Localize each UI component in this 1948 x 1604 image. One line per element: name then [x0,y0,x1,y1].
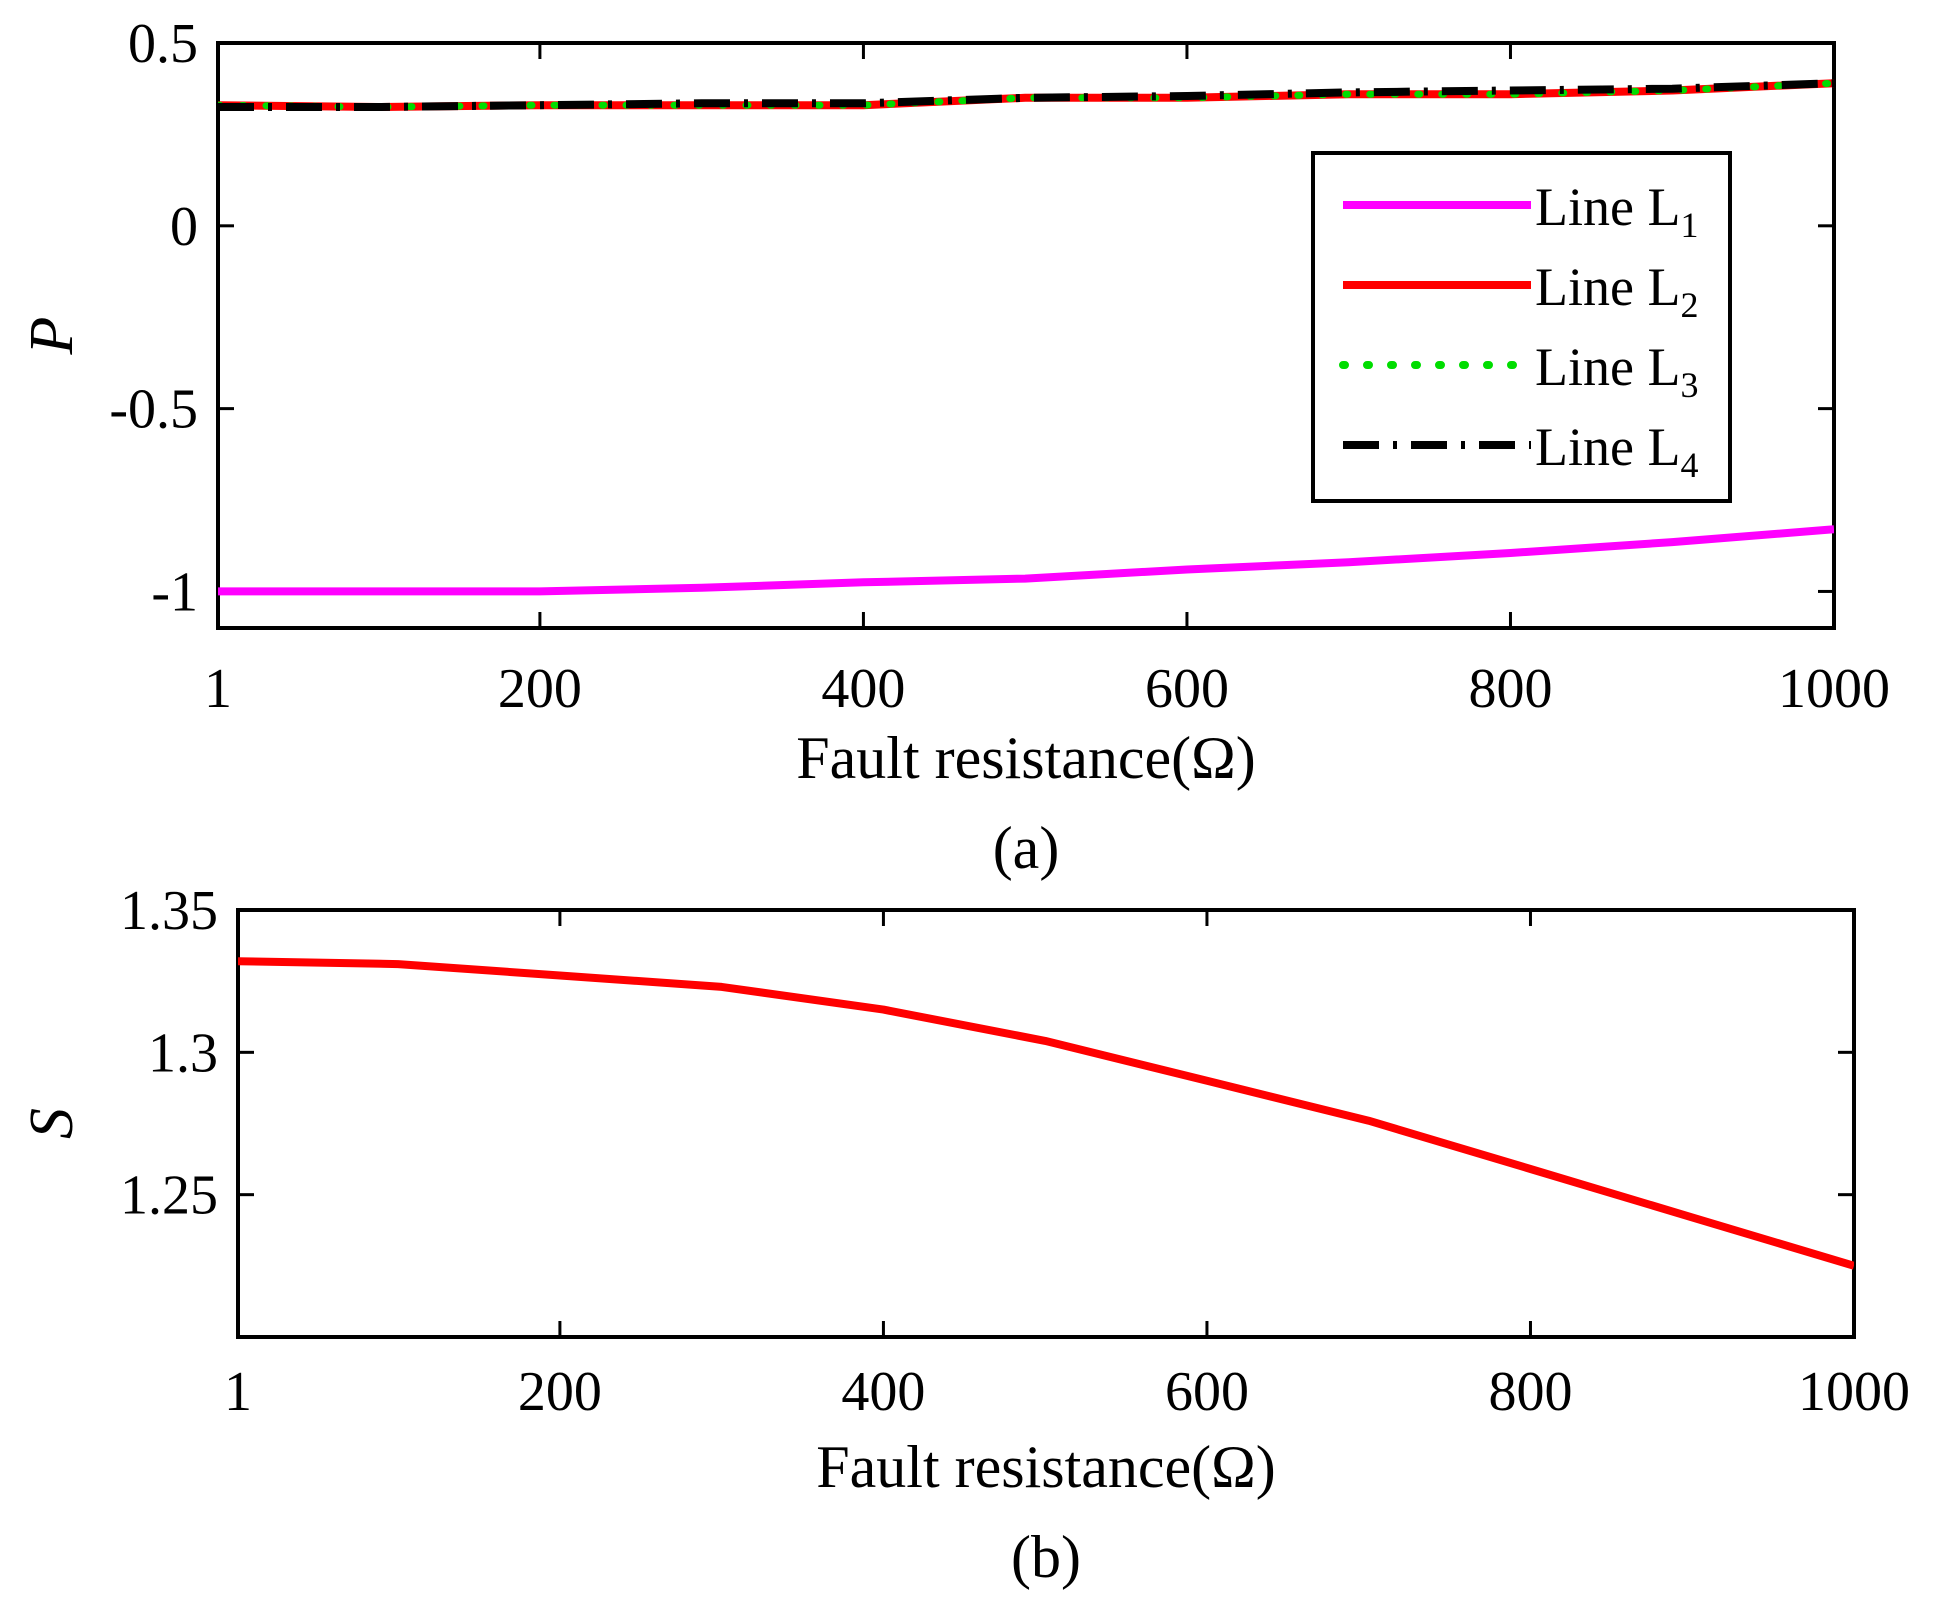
x-tick-label: 800 [1468,658,1552,720]
x-tick-label: 600 [1145,658,1229,720]
y-tick-label: 0.5 [128,13,198,75]
y-tick-label: 1.35 [120,880,218,942]
x-tick-label: 1 [204,658,232,720]
x-axis-title: Fault resistance(Ω) [796,725,1255,791]
x-tick-label: 600 [1165,1361,1249,1423]
chart-a: 1 200 400 600 800 1000 0.5 0 -0.5 -1 Fault resista… [18,13,1890,881]
series-line-3 [218,79,1834,111]
legend-label: Line L1 [1535,177,1698,245]
plot-frame [236,908,1856,1339]
legend-label: Line L3 [1535,337,1698,405]
y-tick-label: 0 [170,196,198,258]
legend-subscript: 3 [1680,365,1698,405]
legend-label: Line L2 [1535,257,1698,325]
series-line-1 [218,525,1834,596]
chart-caption: (b) [1011,1524,1081,1590]
chart-b: 1 200 400 600 800 1000 1.35 1.3 1.25 Fault resist… [18,880,1910,1590]
x-tick-label: 400 [841,1361,925,1423]
y-axis-title: P [18,317,86,356]
legend-label: Line L4 [1535,417,1698,485]
y-tick-label: 1.3 [148,1022,218,1084]
series-line-s [238,957,1854,1270]
x-tick-label: 1000 [1778,658,1890,720]
chart-caption: (a) [993,815,1060,881]
y-tick-label: -1 [151,561,198,623]
x-tick-label: 1 [224,1361,252,1423]
legend-subscript: 1 [1680,205,1698,245]
x-tick-label: 200 [498,658,582,720]
y-tick-label: -0.5 [109,379,198,441]
y-tick-label: 1.25 [120,1165,218,1227]
x-tick-label: 800 [1488,1361,1572,1423]
x-tick-label: 200 [518,1361,602,1423]
x-axis-title: Fault resistance(Ω) [816,1434,1275,1500]
legend-subscript: 4 [1680,445,1698,485]
legend-subscript: 2 [1680,285,1698,325]
legend-box [1311,151,1732,503]
x-tick-label: 1000 [1798,1361,1910,1423]
y-axis-title: S [18,1108,86,1139]
legend: Line L1 Line L2 Line L3 Line L4 [1311,151,1732,503]
x-tick-label: 400 [821,658,905,720]
